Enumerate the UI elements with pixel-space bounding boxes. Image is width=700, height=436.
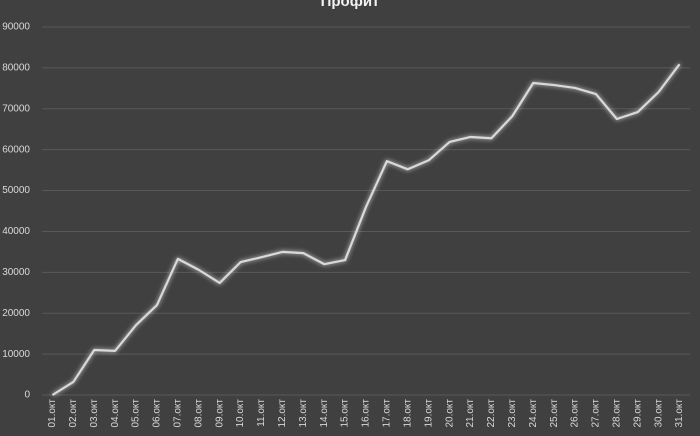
x-tick-label: 08.окт xyxy=(193,399,204,428)
x-tick-label: 27.окт xyxy=(591,399,602,428)
x-tick-label: 26.окт xyxy=(570,399,581,428)
y-tick-label: 0 xyxy=(24,390,30,401)
x-tick-label: 02.окт xyxy=(68,399,79,428)
y-tick-label: 80000 xyxy=(2,63,30,74)
x-tick-label: 22.окт xyxy=(486,399,497,428)
x-tick-label: 12.окт xyxy=(277,399,288,428)
y-tick-label: 10000 xyxy=(2,349,30,360)
x-tick-label: 30.окт xyxy=(653,399,664,428)
line-series xyxy=(51,63,681,396)
x-tick-label: 19.окт xyxy=(423,399,434,428)
x-tick-label: 25.окт xyxy=(549,399,560,428)
x-tick-label: 06.окт xyxy=(152,399,163,428)
x-tick-label: 24.окт xyxy=(528,399,539,428)
x-tick-label: 28.окт xyxy=(611,399,622,428)
x-tick-label: 11.окт xyxy=(256,399,267,427)
x-tick-label: 14.окт xyxy=(319,399,330,428)
x-tick-label: 01.окт xyxy=(47,399,58,428)
x-tick-label: 09.окт xyxy=(214,399,225,428)
x-tick-label: 18.окт xyxy=(402,399,413,428)
x-tick-label: 07.окт xyxy=(173,399,184,428)
x-tick-label: 10.окт xyxy=(235,399,246,428)
y-tick-label: 40000 xyxy=(2,226,30,237)
y-tick-label: 70000 xyxy=(2,103,30,114)
x-tick-label: 20.окт xyxy=(444,399,455,428)
x-tick-label: 03.окт xyxy=(89,399,100,428)
x-tick-label: 15.окт xyxy=(340,399,351,428)
x-tick-label: 31.окт xyxy=(674,399,685,428)
chart-title: Профит xyxy=(321,0,380,10)
y-tick-label: 60000 xyxy=(2,144,30,155)
y-tick-label: 30000 xyxy=(2,267,30,278)
x-tick-label: 04.окт xyxy=(110,399,121,428)
x-tick-label: 29.окт xyxy=(632,399,643,428)
y-tick-label: 90000 xyxy=(2,22,30,33)
x-tick-label: 23.окт xyxy=(507,399,518,428)
x-tick-label: 05.окт xyxy=(131,399,142,428)
y-tick-label: 20000 xyxy=(2,308,30,319)
x-tick-label: 21.окт xyxy=(465,399,476,428)
x-tick-label: 13.окт xyxy=(298,399,309,428)
y-tick-label: 50000 xyxy=(2,185,30,196)
x-tick-label: 17.окт xyxy=(382,399,393,428)
x-tick-label: 16.окт xyxy=(361,399,372,428)
